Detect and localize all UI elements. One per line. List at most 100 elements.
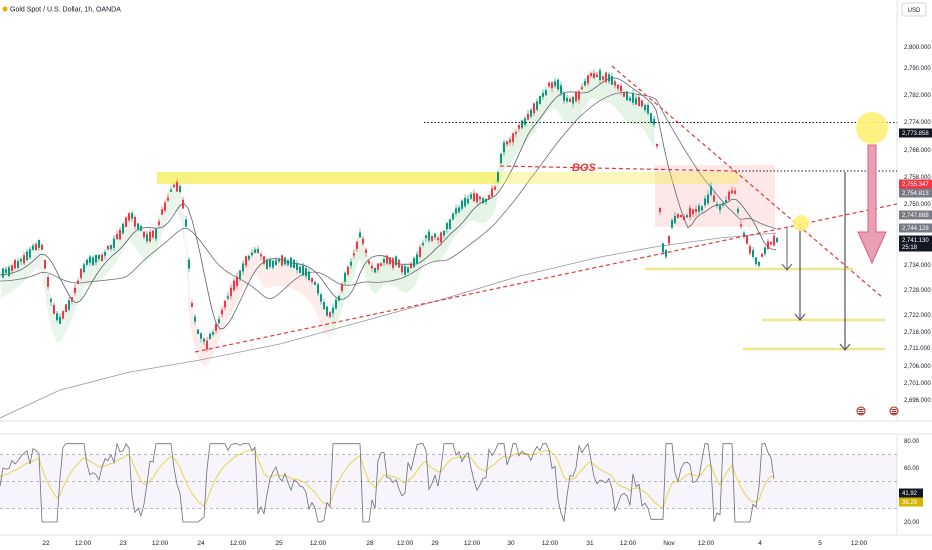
candle-body: [8, 267, 10, 276]
candle-body: [218, 319, 220, 323]
candle-body: [602, 76, 604, 80]
candle-body: [476, 193, 478, 203]
candle-body: [530, 109, 532, 117]
price-tag: [899, 128, 932, 138]
candle-body: [704, 198, 706, 206]
candle-body: [155, 228, 157, 239]
candle-body: [338, 296, 340, 301]
candle-body: [275, 260, 277, 266]
candle-body: [257, 249, 259, 253]
candle-body: [638, 97, 640, 106]
candle-body: [629, 97, 631, 101]
candle-body: [512, 133, 514, 142]
candle-body: [170, 189, 172, 192]
candle-body: [752, 250, 754, 257]
candle-body: [305, 268, 307, 277]
candle-body: [353, 253, 355, 256]
candle-body: [110, 245, 112, 249]
symbol-icon: [2, 6, 8, 12]
time-tick-label: 12:00: [310, 540, 327, 547]
candle-body: [560, 85, 562, 94]
candle-body: [506, 141, 508, 145]
candle-body: [194, 316, 196, 322]
candle-body: [5, 269, 7, 273]
descending-trendline: [611, 65, 883, 298]
candle-body: [20, 259, 22, 262]
price-tag-label: 2,741.130: [902, 238, 929, 244]
candle-body: [281, 255, 283, 266]
time-tick-label: 25: [275, 540, 283, 547]
candle-body: [689, 207, 691, 218]
candle-body: [749, 246, 751, 254]
drawings: [194, 65, 898, 353]
candle-body: [242, 263, 244, 272]
price-tag: [899, 223, 932, 233]
candle-body: [575, 91, 577, 102]
candle-body: [695, 208, 697, 212]
candle-body: [578, 91, 580, 100]
price-tick-label: 2,766.000: [904, 148, 931, 154]
candle-body: [212, 332, 214, 335]
candle-body: [632, 93, 634, 103]
rsi-tick-label: 60.00: [904, 466, 920, 472]
candle-body: [386, 255, 388, 264]
candle-body: [314, 281, 316, 285]
candle-body: [443, 230, 445, 236]
candle-body: [11, 265, 13, 271]
candle-body: [668, 235, 670, 244]
candle-body: [122, 223, 124, 234]
candle-body: [758, 261, 760, 266]
candle-body: [182, 199, 184, 209]
candle-body: [425, 235, 427, 239]
candle-body: [209, 333, 211, 340]
candle-body: [773, 235, 775, 246]
candle-body: [650, 113, 652, 123]
rsi-value-tag: [899, 488, 923, 498]
candle-body: [164, 202, 166, 211]
price-tag: [899, 210, 932, 220]
candle-body: [245, 256, 247, 266]
candle-body: [263, 256, 265, 264]
time-tick-label: 12:00: [620, 540, 637, 547]
candle-body: [41, 244, 43, 250]
flag-icon[interactable]: [856, 406, 866, 416]
candle-body: [344, 272, 346, 282]
flag-icon[interactable]: [889, 406, 899, 416]
candle-body: [329, 312, 331, 317]
candle-body: [173, 184, 175, 187]
candle-body: [341, 284, 343, 292]
candle-body: [101, 254, 103, 261]
price-tick-label: 2,696.000: [904, 398, 931, 404]
candle-body: [251, 252, 253, 256]
candle-body: [539, 96, 541, 105]
currency-button[interactable]: [901, 2, 927, 17]
candle-body: [587, 75, 589, 84]
candle-body: [362, 238, 364, 244]
candle-body: [671, 220, 673, 228]
candle-body: [497, 172, 499, 182]
candle-body: [482, 198, 484, 204]
candle-body: [317, 284, 319, 294]
candle-body: [764, 247, 766, 255]
candle-body: [29, 249, 31, 258]
candle-body: [716, 203, 718, 206]
time-tick-label: 12:00: [542, 540, 559, 547]
candle-body: [131, 212, 133, 219]
candle-body: [350, 261, 352, 266]
candle-body: [179, 186, 181, 192]
candles: [2, 67, 778, 352]
candle-body: [161, 209, 163, 215]
candle-body: [377, 263, 379, 270]
candle-body: [686, 215, 688, 218]
price-tick-label: 2,800.000: [904, 45, 931, 51]
candle-body: [452, 213, 454, 220]
candle-body: [422, 243, 424, 246]
candle-body: [224, 300, 226, 308]
candle-body: [413, 258, 415, 268]
supply-zone-band: [157, 172, 497, 184]
candle-body: [656, 143, 658, 147]
candle-body: [68, 300, 70, 310]
down-arrow-medium-head: [794, 313, 806, 322]
candle-body: [233, 280, 235, 291]
